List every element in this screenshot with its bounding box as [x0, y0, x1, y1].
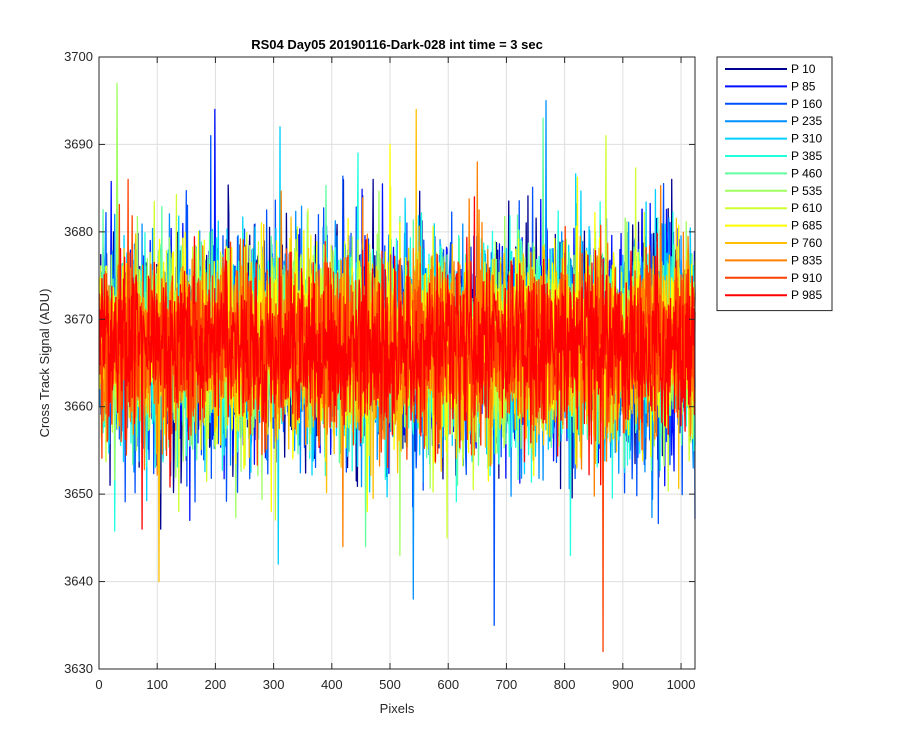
- x-tick-label: 1000: [667, 677, 696, 692]
- legend-label: P 85: [791, 79, 816, 93]
- legend-label: P 235: [791, 114, 822, 128]
- y-tick-label: 3690: [64, 136, 93, 151]
- chart-title: RS04 Day05 20190116-Dark-028 int time = …: [251, 37, 543, 52]
- x-tick-label: 700: [496, 677, 518, 692]
- x-tick-label: 600: [437, 677, 459, 692]
- y-axis-label: Cross Track Signal (ADU): [37, 289, 52, 438]
- y-tick-label: 3660: [64, 399, 93, 414]
- y-tick-label: 3650: [64, 486, 93, 501]
- y-tick-label: 3640: [64, 574, 93, 589]
- legend-label: P 460: [791, 166, 822, 180]
- legend-label: P 160: [791, 97, 822, 111]
- series-layer: [98, 82, 696, 653]
- legend-label: P 760: [791, 236, 822, 250]
- legend-box: [716, 56, 833, 312]
- y-tick-label: 3630: [64, 661, 93, 676]
- x-tick-label: 900: [612, 677, 634, 692]
- legend: P 10 P 85 P 160 P 235 P 310 P 385 P 460 P 535 P …: [716, 56, 833, 312]
- x-tick-label: 400: [321, 677, 343, 692]
- legend-label: P 985: [791, 288, 822, 302]
- x-tick-label: 200: [205, 677, 227, 692]
- x-tick-label: 100: [146, 677, 168, 692]
- x-axis-label: Pixels: [380, 701, 415, 716]
- x-tick-label: 500: [379, 677, 401, 692]
- legend-label: P 310: [791, 132, 822, 146]
- legend-label: P 385: [791, 149, 822, 163]
- x-tick-label: 300: [263, 677, 285, 692]
- y-tick-label: 3700: [64, 49, 93, 64]
- legend-label: P 835: [791, 253, 822, 267]
- legend-label: P 10: [791, 62, 816, 76]
- x-tick-label: 0: [95, 677, 102, 692]
- y-tick-label: 3670: [64, 311, 93, 326]
- legend-label: P 910: [791, 271, 822, 285]
- legend-label: P 610: [791, 201, 822, 215]
- y-tick-label: 3680: [64, 224, 93, 239]
- legend-label: P 535: [791, 184, 822, 198]
- plot-frame: [98, 56, 696, 670]
- x-tick-label: 800: [554, 677, 576, 692]
- tick-layer: 0 100 200 300 400 500 600 700 800 900 1000 3630 3640…: [64, 49, 695, 692]
- series-line: [98, 196, 696, 530]
- legend-label: P 685: [791, 219, 822, 233]
